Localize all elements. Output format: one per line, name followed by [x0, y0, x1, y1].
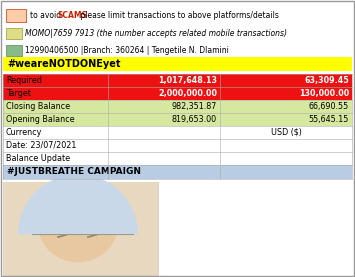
- Text: USD ($): USD ($): [271, 128, 301, 137]
- FancyBboxPatch shape: [3, 74, 352, 87]
- Text: 819,653.00: 819,653.00: [172, 115, 217, 124]
- FancyBboxPatch shape: [3, 126, 352, 139]
- FancyBboxPatch shape: [3, 57, 352, 71]
- Text: #JUSTBREATHE CAMPAIGN: #JUSTBREATHE CAMPAIGN: [7, 168, 141, 176]
- Text: Closing Balance: Closing Balance: [6, 102, 70, 111]
- FancyBboxPatch shape: [6, 45, 22, 56]
- Text: #weareNOTDONEyet: #weareNOTDONEyet: [7, 59, 120, 69]
- Ellipse shape: [38, 187, 118, 262]
- Text: Balance Update: Balance Update: [6, 154, 70, 163]
- Text: 2,000,000.00: 2,000,000.00: [158, 89, 217, 98]
- FancyBboxPatch shape: [6, 28, 22, 39]
- FancyBboxPatch shape: [6, 9, 26, 22]
- Text: 982,351.87: 982,351.87: [171, 102, 217, 111]
- Text: 130,000.00: 130,000.00: [299, 89, 349, 98]
- Text: SCAMS: SCAMS: [58, 11, 88, 20]
- Text: Date: 23/07/2021: Date: 23/07/2021: [6, 141, 76, 150]
- Text: to avoid: to avoid: [30, 11, 64, 20]
- FancyBboxPatch shape: [3, 87, 352, 100]
- Text: 55,645.15: 55,645.15: [308, 115, 349, 124]
- FancyBboxPatch shape: [3, 152, 352, 165]
- Text: 12990406500 |Branch: 360264 | Tengetile N. Dlamini: 12990406500 |Branch: 360264 | Tengetile …: [25, 46, 229, 55]
- Text: Currency: Currency: [6, 128, 42, 137]
- Text: Opening Balance: Opening Balance: [6, 115, 75, 124]
- Text: 66,690.55: 66,690.55: [309, 102, 349, 111]
- Text: 63,309.45: 63,309.45: [304, 76, 349, 85]
- FancyBboxPatch shape: [3, 182, 158, 277]
- Text: 1,017,648.13: 1,017,648.13: [158, 76, 217, 85]
- Wedge shape: [18, 174, 138, 234]
- FancyBboxPatch shape: [3, 165, 352, 179]
- Text: MOMO|7659 7913 (the number accepts related mobile transactions): MOMO|7659 7913 (the number accepts relat…: [25, 29, 287, 38]
- Text: Required: Required: [6, 76, 42, 85]
- FancyBboxPatch shape: [3, 139, 352, 152]
- FancyBboxPatch shape: [3, 0, 352, 57]
- FancyBboxPatch shape: [3, 113, 352, 126]
- FancyBboxPatch shape: [3, 182, 158, 277]
- Text: please limit transactions to above platforms/details: please limit transactions to above platf…: [78, 11, 279, 20]
- FancyBboxPatch shape: [3, 100, 352, 113]
- Text: Target: Target: [6, 89, 31, 98]
